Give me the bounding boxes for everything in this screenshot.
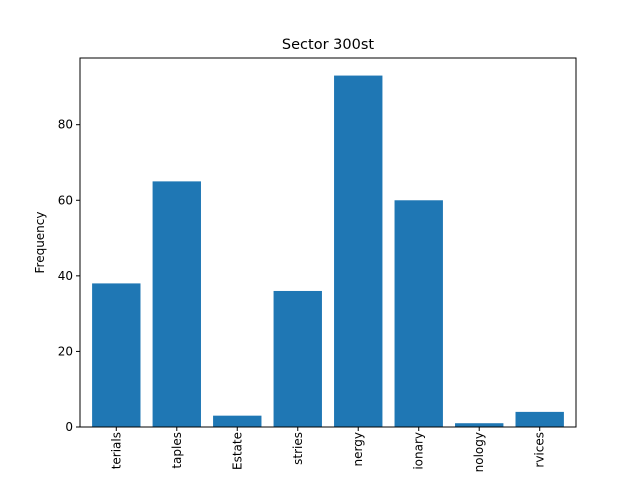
- bars-layer: [92, 75, 564, 428]
- y-tick-label-4: 80: [58, 118, 73, 132]
- bar-4: [334, 75, 383, 428]
- plot-area-frame: [79, 57, 577, 428]
- y-tick-label-0: 0: [65, 420, 73, 434]
- x-tick-label-6: nology: [472, 432, 486, 472]
- x-tick-label-5: ionary: [412, 432, 426, 470]
- bar-5: [394, 200, 443, 427]
- bar-6: [455, 423, 504, 427]
- bar-7: [515, 411, 564, 427]
- x-tick-label-0: terials: [109, 432, 123, 469]
- x-tick-label-3: stries: [291, 432, 305, 465]
- bar-3: [273, 290, 322, 427]
- y-axis-ticks: 0 20 40 60 80: [58, 118, 80, 434]
- x-axis-ticks: terials taples Estate stries nergy ionary nolo…: [109, 427, 547, 472]
- x-tick-label-1: taples: [170, 432, 184, 469]
- bar-0: [92, 283, 141, 427]
- bar-2: [213, 415, 262, 427]
- y-tick-label-3: 60: [58, 193, 73, 207]
- x-tick-label-7: rvices: [533, 432, 547, 468]
- chart-title: Sector 300st: [282, 37, 374, 53]
- x-tick-label-2: Estate: [230, 432, 244, 470]
- y-axis-title: Frequency: [33, 212, 47, 274]
- bar-1: [152, 181, 201, 427]
- x-tick-label-4: nergy: [351, 432, 365, 466]
- y-tick-label-2: 40: [58, 269, 73, 283]
- y-tick-label-1: 20: [58, 344, 73, 358]
